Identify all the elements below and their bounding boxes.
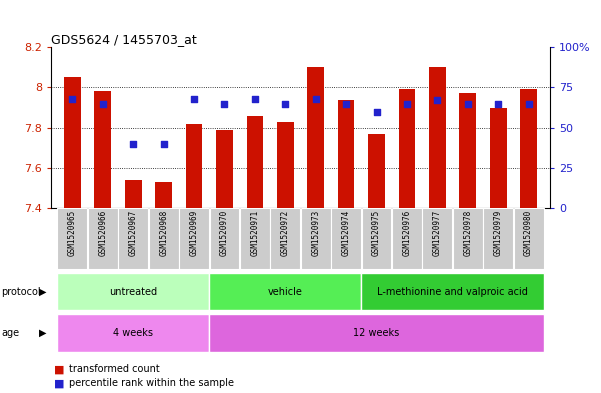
Point	[524, 100, 534, 107]
Bar	[429, 67, 446, 208]
Point	[189, 95, 199, 102]
Text: L-methionine and valproic acid: L-methionine and valproic acid	[377, 287, 528, 297]
Point	[159, 141, 168, 147]
Bar	[307, 67, 324, 208]
Bar	[423, 208, 453, 269]
Text: ■: ■	[54, 364, 64, 375]
Text: GSM1520969: GSM1520969	[189, 210, 198, 256]
Text: vehicle: vehicle	[268, 287, 303, 297]
Point	[311, 95, 320, 102]
Bar	[246, 116, 263, 208]
Text: GSM1520977: GSM1520977	[433, 210, 442, 256]
Point	[402, 100, 412, 107]
Bar	[514, 208, 543, 269]
Bar	[57, 314, 209, 352]
Bar	[209, 273, 361, 310]
Point	[98, 100, 108, 107]
Bar	[209, 314, 544, 352]
Bar	[338, 99, 355, 208]
Text: ■: ■	[54, 378, 64, 388]
Bar	[459, 94, 476, 208]
Bar	[361, 273, 544, 310]
Text: untreated: untreated	[109, 287, 157, 297]
Bar	[64, 77, 81, 208]
Text: ▶: ▶	[39, 287, 46, 297]
Text: protocol: protocol	[1, 287, 41, 297]
Text: GSM1520968: GSM1520968	[159, 210, 168, 256]
Text: GSM1520980: GSM1520980	[524, 210, 533, 256]
Bar	[398, 90, 415, 208]
Bar	[148, 208, 178, 269]
Point	[219, 100, 229, 107]
Point	[493, 100, 503, 107]
Text: 4 weeks: 4 weeks	[113, 328, 153, 338]
Point	[372, 108, 382, 115]
Bar	[362, 208, 391, 269]
Text: GSM1520975: GSM1520975	[372, 210, 381, 256]
Text: GSM1520971: GSM1520971	[251, 210, 260, 256]
Text: GSM1520973: GSM1520973	[311, 210, 320, 256]
Bar	[58, 208, 87, 269]
Text: 12 weeks: 12 weeks	[353, 328, 400, 338]
Bar	[483, 208, 513, 269]
Text: GSM1520966: GSM1520966	[99, 210, 108, 256]
Bar	[210, 208, 239, 269]
Text: GSM1520978: GSM1520978	[463, 210, 472, 256]
Bar	[155, 182, 172, 208]
Point	[67, 95, 77, 102]
Bar	[392, 208, 422, 269]
Bar	[368, 134, 385, 208]
Bar	[331, 208, 361, 269]
Bar	[240, 208, 270, 269]
Bar	[179, 208, 209, 269]
Text: GSM1520972: GSM1520972	[281, 210, 290, 256]
Text: age: age	[1, 328, 19, 338]
Point	[281, 100, 290, 107]
Text: GSM1520970: GSM1520970	[220, 210, 229, 256]
Point	[341, 100, 351, 107]
Bar	[490, 108, 507, 208]
Bar	[88, 208, 118, 269]
Text: GSM1520967: GSM1520967	[129, 210, 138, 256]
Point	[463, 100, 472, 107]
Bar	[216, 130, 233, 208]
Bar	[57, 273, 209, 310]
Point	[250, 95, 260, 102]
Bar	[270, 208, 300, 269]
Bar	[186, 124, 203, 208]
Bar	[301, 208, 331, 269]
Text: transformed count: transformed count	[69, 364, 160, 375]
Text: GSM1520974: GSM1520974	[341, 210, 350, 256]
Text: GSM1520965: GSM1520965	[68, 210, 77, 256]
Text: ▶: ▶	[39, 328, 46, 338]
Bar	[94, 92, 111, 208]
Bar	[118, 208, 148, 269]
Text: GDS5624 / 1455703_at: GDS5624 / 1455703_at	[51, 33, 197, 46]
Text: percentile rank within the sample: percentile rank within the sample	[69, 378, 234, 388]
Text: GSM1520976: GSM1520976	[403, 210, 412, 256]
Bar	[277, 122, 294, 208]
Point	[433, 97, 442, 103]
Text: GSM1520979: GSM1520979	[493, 210, 502, 256]
Bar	[520, 90, 537, 208]
Bar	[125, 180, 142, 208]
Point	[129, 141, 138, 147]
Bar	[453, 208, 483, 269]
